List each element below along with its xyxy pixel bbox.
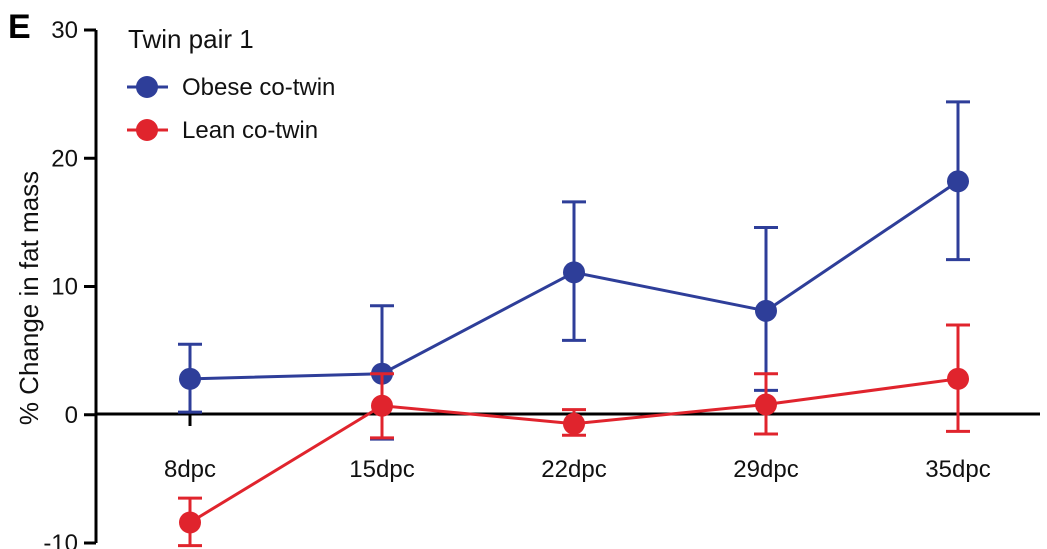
data-point: [947, 170, 969, 193]
data-point: [563, 412, 585, 435]
axes: -10 0 10 20 30 8dpc 15dpc 22dpc 29dpc 35dpc: [43, 17, 1040, 549]
x-tick-label: 35dpc: [925, 456, 990, 483]
data-point: [755, 299, 777, 322]
legend-marker: [136, 76, 158, 98]
x-tick-label: 29dpc: [733, 456, 798, 483]
y-tick-label: -10: [43, 530, 78, 549]
data-point: [179, 367, 201, 390]
legend: Twin pair 1 Obese co-twin Lean co-twin: [127, 24, 335, 144]
data-point: [755, 393, 777, 416]
data-point: [179, 511, 201, 534]
x-tick-label: 15dpc: [349, 456, 414, 483]
data-point: [947, 367, 969, 390]
panel-letter: E: [8, 8, 31, 46]
series-line: [189, 377, 959, 524]
y-tick-label: 10: [51, 274, 78, 301]
x-tick-label: 8dpc: [164, 456, 216, 483]
x-tick-label: 22dpc: [541, 456, 606, 483]
legend-title: Twin pair 1: [128, 24, 254, 54]
data-point: [371, 394, 393, 417]
data-point: [563, 261, 585, 284]
series-obese: [178, 100, 970, 441]
y-axis-label: % Change in fat mass: [14, 171, 44, 425]
series-layer: [178, 100, 970, 548]
y-tick-label: 30: [51, 17, 78, 44]
legend-entry: Lean co-twin: [182, 117, 318, 144]
y-tick-label: 20: [51, 145, 78, 172]
y-tick-label: 0: [65, 402, 78, 429]
legend-entry: Obese co-twin: [182, 74, 335, 101]
series-lean: [178, 323, 970, 548]
legend-marker: [136, 119, 158, 141]
